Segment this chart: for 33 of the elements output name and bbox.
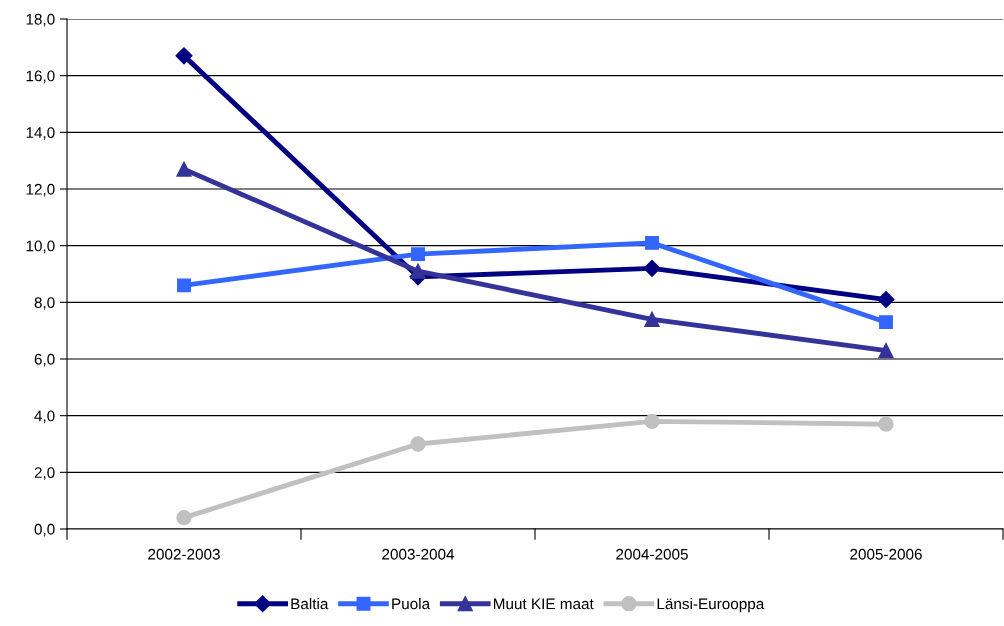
y-tick-label: 0,0 [34, 523, 55, 537]
point [177, 278, 191, 293]
x-tick-label: 2003-2004 [382, 548, 455, 560]
y-tick-label: 12,0 [26, 183, 55, 197]
legend-label: Länsi-Eurooppa [657, 598, 765, 613]
y-tick-label: 18,0 [26, 13, 55, 27]
point [878, 342, 894, 359]
legend-label: Muut KIE maat [493, 598, 594, 610]
point [176, 510, 192, 526]
x-tick-label: 2002-2003 [148, 548, 220, 560]
point [176, 161, 192, 177]
legend-label: Baltia [291, 598, 329, 610]
y-tick-label: 6,0 [34, 353, 55, 367]
point [411, 247, 425, 262]
y-tick-label: 10,0 [26, 240, 55, 254]
point [410, 436, 426, 452]
legend-label: Puola [392, 598, 431, 610]
y-tick-label: 8,0 [34, 297, 55, 310]
point [645, 235, 659, 250]
point [410, 263, 426, 279]
y-tick-label: 14,0 [26, 127, 55, 140]
point [877, 290, 895, 309]
y-tick-label: 2,0 [34, 467, 55, 480]
point [879, 315, 893, 330]
point [175, 47, 193, 65]
y-tick-label: 16,0 [26, 70, 55, 84]
x-tick-label: 2004-2005 [616, 548, 688, 560]
point [644, 311, 660, 327]
point [878, 416, 894, 432]
point [643, 259, 661, 277]
y-tick-label: 4,0 [34, 410, 55, 424]
x-tick-label: 2005-2006 [850, 548, 922, 560]
point [644, 413, 660, 429]
